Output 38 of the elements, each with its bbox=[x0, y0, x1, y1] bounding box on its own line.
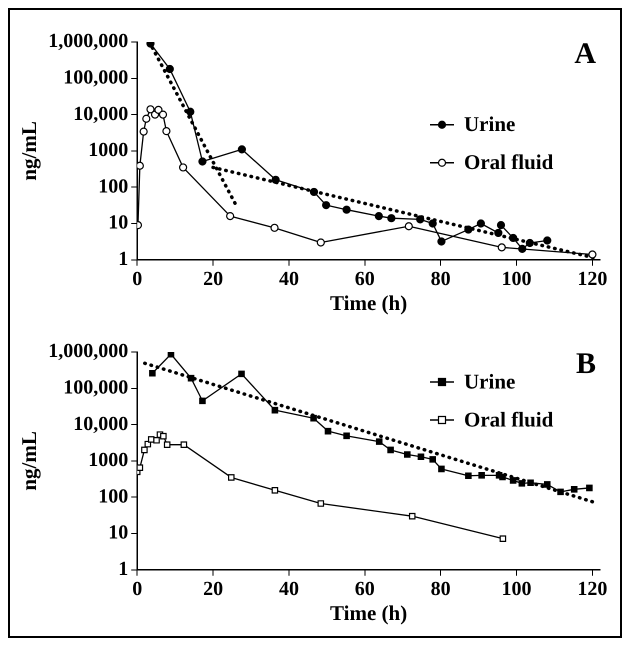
x-tick-label: 120 bbox=[577, 268, 608, 290]
legend-label: Oral fluid bbox=[464, 407, 554, 432]
chart-title: A bbox=[574, 36, 596, 70]
y-tick-label: 100,000 bbox=[63, 376, 128, 398]
x-tick-label: 20 bbox=[203, 578, 224, 600]
y-tick-label: 1 bbox=[118, 248, 128, 270]
y-tick-label: 10 bbox=[108, 212, 128, 234]
y-tick-label: 1 bbox=[118, 558, 128, 580]
x-tick-label: 40 bbox=[278, 268, 299, 290]
y-axis-title: ng/mL bbox=[17, 431, 42, 491]
x-tick-label: 20 bbox=[203, 268, 224, 290]
x-axis-title: Time (h) bbox=[330, 290, 408, 315]
x-tick-label: 60 bbox=[354, 268, 375, 290]
legend-label: Urine bbox=[464, 369, 516, 394]
legend-label: Urine bbox=[464, 112, 516, 136]
x-tick-label: 40 bbox=[278, 578, 299, 600]
x-tick-label: 100 bbox=[502, 268, 532, 290]
x-tick-label: 100 bbox=[502, 578, 532, 600]
y-tick-label: 1000 bbox=[88, 139, 128, 162]
x-tick-label: 80 bbox=[430, 268, 451, 290]
chart-title: B bbox=[576, 346, 596, 380]
y-tick-label: 1,000,000 bbox=[48, 340, 128, 362]
x-tick-label: 80 bbox=[430, 578, 451, 600]
y-tick-label: 100 bbox=[98, 175, 128, 198]
y-tick-label: 10,000 bbox=[73, 102, 128, 125]
y-tick-label: 100 bbox=[98, 485, 128, 508]
y-tick-label: 10,000 bbox=[73, 412, 128, 435]
legend-label: Oral fluid bbox=[464, 150, 554, 174]
x-tick-label: 60 bbox=[354, 578, 375, 600]
x-tick-label: 0 bbox=[132, 268, 142, 290]
y-tick-label: 100,000 bbox=[63, 66, 128, 88]
y-tick-label: 1,000,000 bbox=[48, 30, 128, 52]
x-tick-label: 0 bbox=[132, 578, 142, 600]
y-axis-title: ng/mL bbox=[17, 121, 42, 181]
y-tick-label: 10 bbox=[108, 522, 128, 544]
y-tick-label: 1000 bbox=[88, 449, 128, 472]
x-axis-title: Time (h) bbox=[330, 600, 408, 625]
x-tick-label: 120 bbox=[577, 578, 608, 600]
